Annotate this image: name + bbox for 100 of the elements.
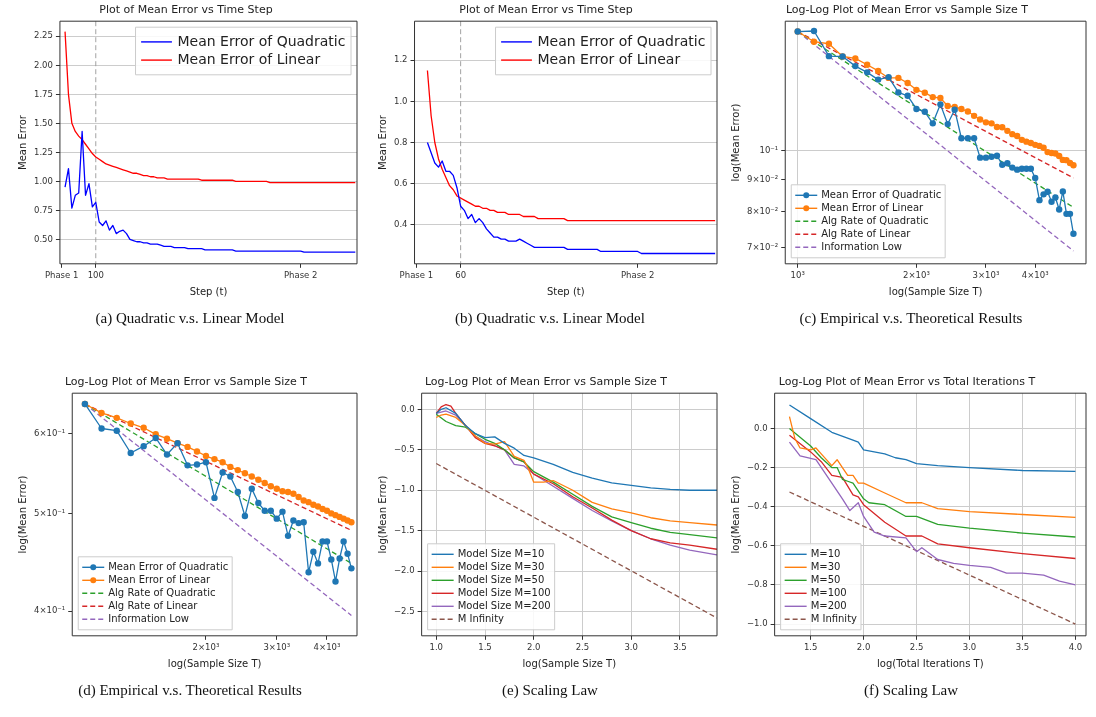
y-tick-label: 0.0: [401, 403, 415, 414]
legend-label: Model Size M=10: [457, 547, 545, 559]
text: (f) Scaling Law: [862, 682, 960, 699]
x-axis-title: log(Total Iterations T): [877, 657, 984, 669]
x-tick-label: Phase 2: [283, 270, 318, 281]
legend-label: M=50: [810, 573, 841, 585]
x-tick-label: 1.5: [478, 642, 492, 653]
x-tick-label: 3.0: [962, 642, 977, 653]
y-tick-label: 0.4: [393, 218, 408, 229]
y-tick-label: −1.5: [394, 524, 415, 535]
y-tick-label: −0.5: [394, 444, 415, 455]
y-axis-title: log(Mean Error): [729, 103, 741, 182]
legend-label: Model Size M=30: [457, 560, 545, 572]
y-tick-label: 0.8: [393, 136, 408, 147]
x-tick-label: 2.0: [526, 642, 541, 653]
chart-title: Plot of Mean Error vs Time Step: [459, 3, 633, 17]
y-tick-label: 0.75: [33, 204, 53, 215]
x-tick-label: 2×10³: [903, 270, 930, 281]
x-tick-label: Phase 1: [399, 270, 434, 281]
y-tick-label: 1.0: [393, 95, 408, 106]
x-tick-label: Phase 1: [44, 270, 79, 281]
x-tick-label: 3×10³: [263, 642, 291, 653]
legend-label: Model Size M=200: [457, 599, 551, 611]
y-tick-label: 0.6: [393, 177, 408, 188]
chart-title: Log-Log Plot of Mean Error vs Sample Size T: [424, 375, 668, 389]
text: (a) Quadratic v.s. Linear Model: [94, 310, 286, 327]
legend-label: Mean Error of Linear: [537, 50, 681, 67]
y-tick-label: 0.0: [754, 422, 768, 433]
y-tick-label: 9×10⁻²: [746, 173, 779, 184]
chart-title: Log-Log Plot of Mean Error vs Sample Size T: [64, 375, 308, 389]
legend-label: Alg Rate of Linear: [108, 599, 199, 611]
legend-label: Mean Error of Quadratic: [108, 560, 229, 572]
x-tick-label: 3.0: [624, 642, 638, 653]
x-tick-label: 4×10³: [1021, 270, 1049, 281]
y-tick-label: 2.00: [33, 59, 53, 70]
chart-title: Log-Log Plot of Mean Error vs Total Iterations T: [778, 375, 1036, 389]
x-tick-label: 3.5: [673, 642, 687, 653]
x-tick-label: 1.5: [803, 642, 818, 653]
text: (c) Empirical v.s. Theoretical Results: [798, 310, 1024, 327]
y-tick-label: −1.0: [747, 618, 768, 629]
legend-label: Mean Error of Quadratic: [537, 32, 706, 49]
legend-label: M Infinity: [810, 612, 858, 624]
y-tick-label: −1.0: [394, 484, 415, 495]
x-tick-label: 2.5: [909, 642, 924, 653]
legend-label: Mean Error of Linear: [177, 50, 321, 67]
legend-label: Alg Rate of Quadratic: [821, 214, 929, 226]
y-tick-label: 1.00: [33, 175, 53, 186]
x-tick-label: 3×10³: [972, 270, 1000, 281]
legend-label: Model Size M=50: [457, 573, 545, 585]
x-tick-label: 3.5: [1015, 642, 1030, 653]
legend-label: Mean Error of Linear: [821, 201, 924, 213]
y-tick-label: 2.25: [33, 30, 53, 41]
legend-label: M Infinity: [457, 612, 505, 624]
y-axis-title: Mean Error: [376, 114, 388, 170]
y-tick-label: 4×10⁻¹: [33, 605, 66, 616]
legend-label: Mean Error of Quadratic: [177, 32, 346, 49]
y-tick-label: −0.4: [747, 500, 768, 511]
legend-label: M=200: [810, 599, 847, 611]
text: (e) Scaling Law: [501, 682, 599, 699]
x-axis-title: log(Sample Size T): [167, 657, 262, 669]
y-tick-label: −2.0: [394, 565, 415, 576]
y-tick-label: 8×10⁻²: [746, 205, 779, 216]
legend-label: Model Size M=100: [457, 586, 551, 598]
legend-label: Mean Error of Quadratic: [821, 188, 942, 200]
legend-label: Information Low: [108, 612, 190, 624]
y-axis-title: Mean Error: [16, 114, 28, 170]
y-axis-title: log(Mean Error): [16, 475, 28, 554]
y-tick-label: 7×10⁻²: [746, 242, 779, 252]
y-tick-label: 0.50: [33, 233, 53, 244]
legend-label: Alg Rate of Quadratic: [108, 586, 216, 598]
y-tick-label: −0.8: [747, 579, 768, 590]
y-tick-label: −2.5: [394, 605, 415, 616]
x-tick-label: Phase 2: [620, 270, 655, 281]
chart-title: Plot of Mean Error vs Time Step: [99, 3, 273, 17]
x-tick-label: 2×10³: [192, 642, 220, 653]
x-tick-label: 2.5: [575, 642, 590, 653]
x-axis-title: Step (t): [189, 285, 228, 297]
text: (d) Empirical v.s. Theoretical Results: [77, 682, 303, 699]
x-tick-label: 100: [87, 270, 104, 281]
chart-title: Log-Log Plot of Mean Error vs Sample Size T: [785, 3, 1029, 17]
x-tick-label: 2.0: [856, 642, 871, 653]
y-tick-label: 1.75: [33, 88, 53, 99]
legend-label: Mean Error of Linear: [108, 573, 211, 585]
y-tick-label: 5×10⁻¹: [33, 507, 66, 518]
x-tick-label: 4×10³: [313, 642, 341, 653]
y-tick-label: 1.25: [33, 146, 53, 157]
y-tick-label: −0.2: [747, 461, 768, 472]
x-tick-label: 1.0: [429, 642, 444, 653]
y-axis-title: log(Mean Error): [376, 475, 388, 554]
legend-label: Alg Rate of Linear: [821, 227, 912, 239]
legend-label: M=100: [810, 586, 847, 598]
y-tick-label: 1.2: [393, 54, 408, 65]
text: (b) Quadratic v.s. Linear Model: [454, 310, 646, 327]
x-axis-title: log(Sample Size T): [888, 285, 983, 297]
y-axis-title: log(Mean Error): [729, 475, 741, 554]
x-axis-title: Step (t): [546, 285, 585, 297]
x-tick-label: 4.0: [1068, 642, 1083, 653]
y-tick-label: 6×10⁻¹: [33, 427, 66, 438]
x-axis-title: log(Sample Size T): [522, 657, 617, 669]
x-tick-label: 10³: [790, 270, 805, 281]
